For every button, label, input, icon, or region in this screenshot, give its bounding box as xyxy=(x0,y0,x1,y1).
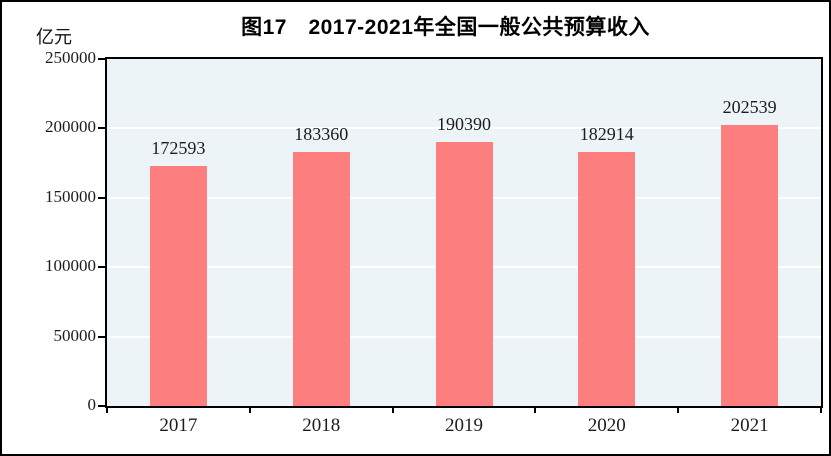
x-tick-mark xyxy=(106,406,108,413)
x-category-label: 2017 xyxy=(159,415,198,436)
y-tick-mark xyxy=(98,335,107,338)
y-tick-label: 50000 xyxy=(53,325,97,345)
y-tick-label: 250000 xyxy=(45,48,96,67)
y-axis-unit-label: 亿元 xyxy=(36,27,72,47)
bar xyxy=(292,151,350,406)
bar xyxy=(578,152,636,406)
bar-value-label: 183360 xyxy=(294,123,349,144)
bar xyxy=(721,124,779,406)
bar-value-label: 202539 xyxy=(722,96,777,117)
x-tick-mark xyxy=(248,406,251,413)
y-tick-label: 0 xyxy=(87,395,97,414)
x-category-label: 2018 xyxy=(302,415,341,436)
y-tick-mark xyxy=(98,196,107,199)
y-tick-label: 200000 xyxy=(45,117,96,137)
y-tick-label: 100000 xyxy=(45,256,96,276)
bar xyxy=(435,141,493,406)
y-tick-label: 150000 xyxy=(45,186,96,206)
x-tick-mark xyxy=(534,406,537,413)
x-category-label: 2020 xyxy=(587,415,626,436)
gridline xyxy=(107,127,821,130)
x-tick-mark xyxy=(820,406,822,413)
bar-value-label: 172593 xyxy=(151,138,206,159)
x-category-label: 2021 xyxy=(730,415,769,436)
plot-area: 172593 183360 190390 182914 202539 xyxy=(105,57,823,408)
bar-value-label: 190390 xyxy=(437,113,491,134)
y-tick-mark xyxy=(98,127,107,130)
y-tick-mark xyxy=(98,266,107,269)
x-tick-mark xyxy=(677,406,680,413)
y-tick-mark xyxy=(98,405,107,407)
bar-value-label: 182914 xyxy=(579,124,634,145)
x-tick-mark xyxy=(391,406,394,413)
bar xyxy=(149,166,207,406)
chart-title: 图17 2017-2021年全国一般公共预算收入 xyxy=(241,16,650,39)
x-category-label: 2019 xyxy=(445,415,483,436)
y-tick-mark xyxy=(98,58,107,60)
